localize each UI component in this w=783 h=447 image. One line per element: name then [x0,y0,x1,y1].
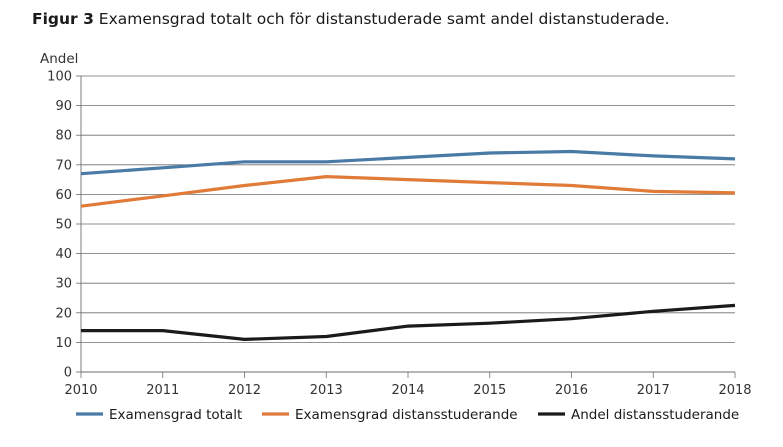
x-axis-ticks: 2010 2011 2012 2013 2014 2015 2016 2017 2018 [64,372,752,398]
y-tick-label: 40 [55,247,72,262]
x-tick-label: 2018 [718,383,751,398]
figure-caption: Examensgrad totalt och för distanstudera… [98,10,670,28]
x-tick-label: 2010 [64,383,97,398]
legend-label: Examensgrad distansstuderande [295,407,518,423]
y-tick-label: 90 [55,99,72,114]
y-tick-label: 20 [55,306,72,321]
y-tick-label: 100 [47,70,72,85]
figure-label: Figur 3 [32,10,94,28]
y-tick-label: 10 [55,336,72,351]
x-tick-label: 2013 [310,383,343,398]
x-tick-label: 2011 [146,383,179,398]
y-tick-label: 60 [55,188,72,203]
y-tick-label: 80 [55,129,72,144]
x-tick-label: 2012 [228,383,261,398]
x-tick-label: 2016 [555,383,588,398]
legend-label: Andel distansstuderande [571,407,739,423]
x-tick-label: 2015 [473,383,506,398]
x-tick-label: 2017 [637,383,670,398]
y-axis-label: Andel [40,51,78,67]
y-tick-label: 30 [55,277,72,292]
y-tick-label: 70 [55,158,72,173]
y-axis-ticks: 0 10 20 30 40 50 60 70 80 90 100 [47,70,81,381]
series-line-3 [81,303,736,341]
y-tick-label: 50 [55,218,72,233]
series-lines [80,149,736,341]
x-tick-label: 2014 [391,383,424,398]
gridlines [81,75,735,343]
series-line-1 [80,149,736,176]
series-line-2 [80,175,736,208]
y-tick-label: 0 [64,366,72,381]
legend: Examensgrad totalt Examensgrad distansstu… [76,407,739,423]
legend-label: Examensgrad totalt [109,407,242,423]
chart-title: Figur 3 Examensgrad totalt och för dista… [32,10,670,28]
